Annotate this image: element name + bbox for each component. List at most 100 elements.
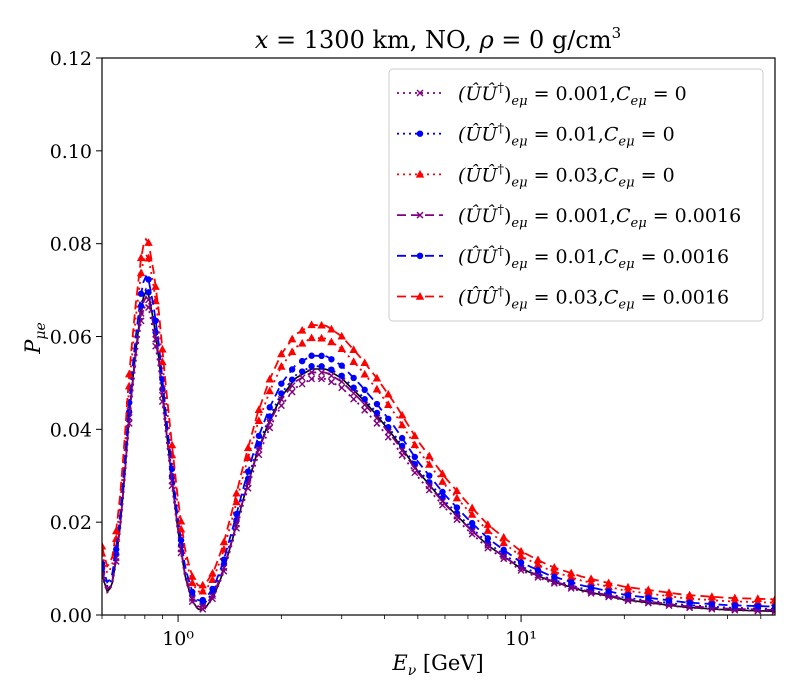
series-point — [288, 376, 296, 383]
legend: (ÛÛ†)eμ = 0.001,Ceμ = 0 (ÛÛ†)eμ = 0.01,Ce… — [388, 68, 764, 322]
series-point — [265, 374, 274, 383]
series-point — [350, 389, 358, 397]
series-point — [198, 586, 207, 595]
series-point — [145, 276, 152, 283]
series-point — [124, 369, 134, 378]
legend-marker — [416, 252, 424, 259]
series-point — [686, 599, 693, 606]
series-point — [209, 592, 217, 600]
series-point — [605, 588, 612, 595]
y-tick-label: 0.12 — [50, 48, 92, 70]
series-point — [317, 320, 326, 329]
series-1 — [102, 302, 775, 615]
series-point — [586, 578, 596, 586]
series-point — [188, 572, 197, 580]
series-point — [208, 568, 217, 577]
series-point — [567, 578, 575, 586]
series-point — [411, 453, 419, 461]
series-point — [566, 572, 576, 581]
series-point — [624, 591, 632, 599]
y-tick-label: 0.08 — [50, 234, 92, 256]
series-point — [398, 446, 406, 454]
series-point — [144, 238, 153, 246]
legend-box — [388, 68, 764, 322]
series-point — [158, 344, 167, 353]
series-point — [426, 472, 433, 479]
series-point — [298, 380, 306, 388]
series-point — [410, 440, 420, 449]
series-point — [452, 486, 462, 495]
series-point — [500, 552, 508, 560]
series-point — [327, 324, 336, 333]
series-point — [730, 593, 740, 602]
series-point — [425, 460, 434, 468]
series-point — [111, 526, 121, 535]
legend-label: (ÛÛ†)eμ = 0.03,Ceμ = 0 — [458, 162, 675, 190]
series-point — [349, 345, 358, 353]
series-point — [499, 532, 508, 541]
series-4 — [102, 295, 775, 614]
series-point — [327, 372, 335, 380]
series-point — [297, 338, 307, 347]
series-point — [297, 325, 307, 334]
series-point — [372, 373, 382, 382]
y-tick-label: 0.04 — [50, 419, 92, 441]
series-point — [318, 375, 326, 383]
series-point — [731, 602, 739, 609]
series-point — [176, 516, 186, 525]
y-tick-label: 0.00 — [50, 605, 92, 627]
series-point — [550, 577, 558, 585]
series-point — [318, 368, 326, 376]
series-6 — [102, 237, 775, 603]
legend-entry: (ÛÛ†)eμ = 0.001,Ceμ = 0 — [397, 81, 687, 109]
series-line — [102, 287, 775, 610]
series-point — [533, 555, 543, 564]
x-axis-label: Eν [GeV] — [391, 651, 483, 679]
series-point — [350, 384, 357, 391]
series-point — [350, 374, 357, 382]
series-point — [102, 541, 107, 550]
series-point — [199, 602, 207, 610]
series-point — [665, 597, 673, 604]
series-point — [137, 309, 145, 317]
series-point — [384, 389, 393, 398]
series-point — [644, 585, 653, 594]
legend-marker — [415, 169, 425, 178]
series-point — [337, 331, 346, 340]
series-point — [533, 560, 543, 568]
series-point — [516, 546, 526, 555]
series-point — [266, 418, 274, 426]
legend-label: (ÛÛ†)eμ = 0.001,Ceμ = 0 — [458, 81, 687, 109]
series-line — [102, 295, 775, 611]
series-point — [265, 386, 274, 395]
series-point — [328, 356, 335, 363]
series-point — [243, 443, 253, 452]
series-point — [551, 573, 558, 580]
series-point — [254, 416, 264, 424]
series-point — [318, 352, 325, 360]
series-point — [385, 415, 392, 422]
series-point — [425, 482, 433, 490]
series-point — [266, 404, 273, 411]
y-axis-label: Pμe — [21, 322, 49, 355]
series-point — [499, 538, 508, 547]
series-point — [645, 594, 652, 601]
series-point — [308, 368, 316, 376]
legend-marker — [416, 211, 424, 219]
series-point — [397, 420, 407, 429]
x-axis: 10⁰ 10¹ — [101, 615, 762, 650]
series-point — [771, 603, 775, 610]
legend-label: (ÛÛ†)eμ = 0.01,Ceμ = 0 — [458, 122, 675, 150]
legend-entry: (ÛÛ†)eμ = 0.03,Ceμ = 0.0016 — [397, 285, 729, 313]
legend-entry: (ÛÛ†)eμ = 0.001,Ceμ = 0.0016 — [397, 203, 741, 231]
series-point — [361, 401, 369, 409]
legend-label: (ÛÛ†)eμ = 0.03,Ceμ = 0.0016 — [458, 285, 729, 313]
series-point — [255, 445, 263, 453]
series-point — [664, 588, 674, 596]
series-point — [384, 400, 393, 408]
series-point — [550, 567, 559, 575]
series-point — [278, 390, 285, 397]
series-point — [152, 317, 159, 324]
series-point — [308, 375, 316, 383]
